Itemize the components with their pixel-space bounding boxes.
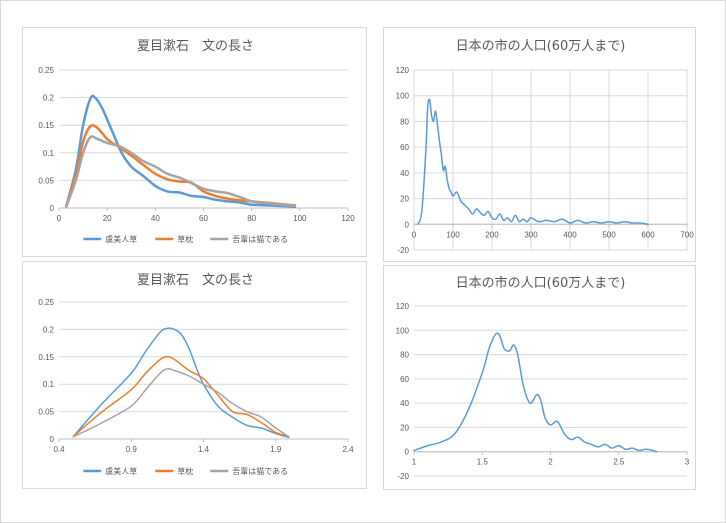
y-tick-label: 60 bbox=[400, 375, 409, 384]
series-line-0 bbox=[64, 94, 297, 209]
x-tick-label: 20 bbox=[103, 214, 112, 223]
x-tick-label: 100 bbox=[293, 214, 307, 223]
legend-label: 虞美人草 bbox=[105, 466, 137, 476]
x-tick-label: 40 bbox=[151, 214, 160, 223]
x-tick-label: 2.5 bbox=[613, 458, 625, 467]
y-tick-label: 40 bbox=[400, 169, 409, 178]
y-tick-label: 0 bbox=[405, 448, 410, 457]
chart-panel-sentence-length-bottom[interactable]: 夏目漱石 文の長さ 0 0.05 0.1 0.15 0.2 0.25 0.4 0.9 1.4 1.9… bbox=[22, 261, 367, 489]
y-tick-label: 0 bbox=[405, 220, 410, 229]
y-tick-label: 0.15 bbox=[38, 353, 54, 362]
chart-panel-sentence-length-top[interactable]: 夏目漱石 文の長さ 0 0.05 0.1 0.15 0.2 0.25 0 20 40 60 80 100… bbox=[22, 27, 367, 257]
chart-2-svg: 夏目漱石 文の長さ 0 0.05 0.1 0.15 0.2 0.25 0.4 0.9 1.4 1.9… bbox=[38, 273, 354, 476]
series-line-1 bbox=[72, 356, 290, 438]
y-tick-label: 100 bbox=[396, 326, 410, 335]
x-tick-label: 500 bbox=[602, 230, 616, 239]
y-tick-label: -20 bbox=[397, 472, 409, 481]
y-tick-label: 120 bbox=[396, 302, 410, 311]
y-tick-label: 0.2 bbox=[43, 325, 55, 334]
x-tick-label: 0.4 bbox=[53, 445, 65, 454]
x-tick-label: 300 bbox=[524, 230, 538, 239]
legend-label: 吾輩は猫である bbox=[232, 234, 288, 244]
series-line-0 bbox=[417, 98, 649, 226]
y-tick-label: 0.15 bbox=[38, 121, 54, 130]
y-tick-label: 0.1 bbox=[43, 380, 55, 389]
x-tick-label: 0 bbox=[57, 214, 62, 223]
legend-label: 吾輩は猫である bbox=[232, 466, 288, 476]
y-tick-label: 100 bbox=[396, 92, 410, 101]
chart-title: 日本の市の人口(60万人まで) bbox=[456, 38, 626, 54]
y-tick-label: 80 bbox=[400, 351, 409, 360]
x-tick-label: 3 bbox=[685, 458, 690, 467]
y-tick-label: 120 bbox=[396, 66, 410, 75]
y-tick-label: 60 bbox=[400, 143, 409, 152]
x-tick-label: 700 bbox=[680, 230, 694, 239]
y-tick-label: 0.2 bbox=[43, 94, 55, 103]
x-tick-label: 1.9 bbox=[270, 445, 282, 454]
chart-0-svg: 夏目漱石 文の長さ 0 0.05 0.1 0.15 0.2 0.25 0 20 40 60 80 100… bbox=[38, 39, 355, 244]
chart-title: 日本の市の人口(60万人まで) bbox=[456, 275, 626, 291]
chart-3-svg: 日本の市の人口(60万人まで) -20 0 20 40 60 80 100 120 1 1.5 2 2.… bbox=[396, 275, 690, 481]
chart-panel-population-bottom[interactable]: 日本の市の人口(60万人まで) -20 0 20 40 60 80 100 120 1 1.5 2 2.… bbox=[383, 265, 696, 490]
x-tick-label: 100 bbox=[446, 230, 460, 239]
legend-label: 草枕 bbox=[177, 234, 193, 244]
series-line-1 bbox=[64, 123, 297, 208]
x-tick-label: 1.4 bbox=[198, 445, 210, 454]
x-tick-label: 200 bbox=[485, 230, 499, 239]
y-tick-label: 0 bbox=[50, 204, 55, 213]
x-tick-label: 600 bbox=[641, 230, 655, 239]
y-tick-label: 20 bbox=[400, 195, 409, 204]
y-tick-label: 0.25 bbox=[38, 66, 54, 75]
y-tick-label: 0.25 bbox=[38, 298, 54, 307]
y-tick-label: 0.1 bbox=[43, 149, 55, 158]
x-tick-label: 60 bbox=[199, 214, 208, 223]
x-tick-label: 0 bbox=[412, 230, 417, 239]
x-tick-label: 0.9 bbox=[126, 445, 138, 454]
series-line-0 bbox=[72, 327, 290, 439]
series-line-0 bbox=[413, 332, 658, 453]
y-tick-label: 40 bbox=[400, 399, 409, 408]
y-tick-label: 0.05 bbox=[38, 176, 54, 185]
chart-panel-population-top[interactable]: 日本の市の人口(60万人まで) -20 0 20 40 60 80 100 120 0 100 200… bbox=[383, 27, 696, 262]
x-tick-label: 1 bbox=[412, 458, 417, 467]
legend-label: 虞美人草 bbox=[105, 234, 137, 244]
chart-title: 夏目漱石 文の長さ bbox=[137, 39, 254, 54]
chart-title: 夏目漱石 文の長さ bbox=[137, 273, 254, 288]
y-tick-label: 20 bbox=[400, 423, 409, 432]
x-tick-label: 80 bbox=[247, 214, 256, 223]
y-tick-label: 0 bbox=[50, 435, 55, 444]
series-line-2 bbox=[72, 368, 290, 438]
x-tick-label: 2 bbox=[548, 458, 553, 467]
y-tick-label: 0.05 bbox=[38, 408, 54, 417]
x-tick-label: 400 bbox=[563, 230, 577, 239]
x-tick-label: 2.4 bbox=[342, 445, 354, 454]
y-tick-label: 80 bbox=[400, 117, 409, 126]
x-tick-label: 1.5 bbox=[477, 458, 489, 467]
legend-label: 草枕 bbox=[177, 466, 193, 476]
series-line-2 bbox=[64, 135, 297, 209]
x-tick-label: 120 bbox=[341, 214, 355, 223]
y-tick-label: -20 bbox=[397, 246, 409, 255]
